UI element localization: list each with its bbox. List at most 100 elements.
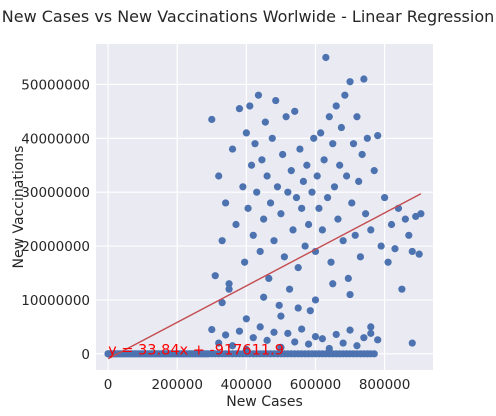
y-tick-label: 40000000 xyxy=(21,131,90,147)
data-point xyxy=(315,204,323,212)
data-point xyxy=(244,204,252,212)
data-point xyxy=(279,150,287,159)
data-point xyxy=(334,215,342,223)
data-point xyxy=(325,113,333,121)
data-point xyxy=(349,140,358,148)
data-point xyxy=(363,134,371,142)
data-point xyxy=(258,156,266,164)
data-point xyxy=(304,340,313,348)
data-point xyxy=(270,237,278,245)
data-point xyxy=(313,172,321,180)
data-point xyxy=(298,325,306,333)
data-point xyxy=(249,334,257,342)
data-point xyxy=(351,231,359,239)
y-axis-label: New Vaccinations xyxy=(11,146,27,269)
data-point xyxy=(384,258,392,266)
data-point xyxy=(301,242,309,250)
data-point xyxy=(311,296,320,304)
data-point xyxy=(325,344,333,353)
data-point xyxy=(260,215,268,223)
data-point xyxy=(263,172,271,180)
data-point xyxy=(355,177,363,186)
data-point xyxy=(330,183,339,191)
data-point xyxy=(218,299,226,307)
data-point xyxy=(256,323,264,331)
data-point xyxy=(332,330,340,339)
data-point xyxy=(284,188,292,196)
data-point xyxy=(346,290,354,299)
data-point xyxy=(401,215,409,223)
data-point xyxy=(282,113,290,121)
data-point xyxy=(235,327,244,335)
data-point xyxy=(251,140,259,148)
data-point xyxy=(208,115,216,124)
x-tick-label: 800000 xyxy=(359,377,411,393)
data-point xyxy=(344,274,352,282)
data-point xyxy=(360,75,368,83)
data-point xyxy=(268,134,276,142)
data-point xyxy=(318,335,326,343)
data-point xyxy=(296,145,304,153)
data-point xyxy=(367,226,375,234)
data-point xyxy=(415,250,423,258)
data-point xyxy=(346,78,354,86)
data-point xyxy=(294,264,302,272)
data-point xyxy=(211,272,219,280)
regression-equation: y = 33.84x + -917611.9 xyxy=(108,343,284,359)
data-point xyxy=(225,280,233,288)
data-point xyxy=(299,177,307,186)
data-point xyxy=(294,304,302,312)
data-point xyxy=(265,274,273,282)
data-point xyxy=(277,343,285,351)
data-point xyxy=(246,102,254,110)
data-point xyxy=(308,188,316,196)
data-point xyxy=(291,338,299,346)
data-point xyxy=(228,145,237,153)
x-axis-label: New Cases xyxy=(226,394,303,410)
y-tick-label: 30000000 xyxy=(21,185,90,201)
data-point xyxy=(381,193,389,202)
data-point xyxy=(320,156,328,164)
data-point xyxy=(311,332,320,341)
data-point xyxy=(280,253,288,261)
data-point xyxy=(417,210,425,218)
data-point xyxy=(370,167,378,175)
regression-line xyxy=(107,193,422,360)
data-point xyxy=(287,167,295,175)
data-point xyxy=(228,342,237,350)
data-point xyxy=(367,323,375,331)
data-point xyxy=(235,105,244,113)
data-point xyxy=(339,339,347,347)
data-point xyxy=(317,129,325,137)
x-tick-label: 400000 xyxy=(221,377,273,393)
data-point xyxy=(387,220,396,229)
data-point xyxy=(272,96,280,105)
data-point xyxy=(277,312,285,320)
y-tick-label: 50000000 xyxy=(21,77,90,93)
data-point xyxy=(263,336,271,344)
data-point xyxy=(239,183,247,191)
data-point xyxy=(285,285,294,293)
data-point xyxy=(353,342,361,350)
data-point xyxy=(249,231,257,239)
data-point xyxy=(215,339,223,347)
data-point xyxy=(218,237,226,245)
data-point xyxy=(398,285,406,293)
data-point xyxy=(356,253,365,261)
data-point xyxy=(273,183,282,191)
data-point xyxy=(337,123,346,132)
data-point xyxy=(318,226,326,234)
data-point xyxy=(306,307,314,315)
data-point xyxy=(391,245,399,253)
data-point xyxy=(327,258,335,266)
x-tick-label: 200000 xyxy=(151,377,203,393)
data-point xyxy=(277,210,285,218)
data-point xyxy=(346,326,354,334)
data-point xyxy=(323,193,332,202)
data-point xyxy=(329,140,337,148)
data-point xyxy=(232,220,240,229)
data-point xyxy=(310,134,318,142)
data-point xyxy=(374,132,382,140)
data-point xyxy=(291,107,299,115)
